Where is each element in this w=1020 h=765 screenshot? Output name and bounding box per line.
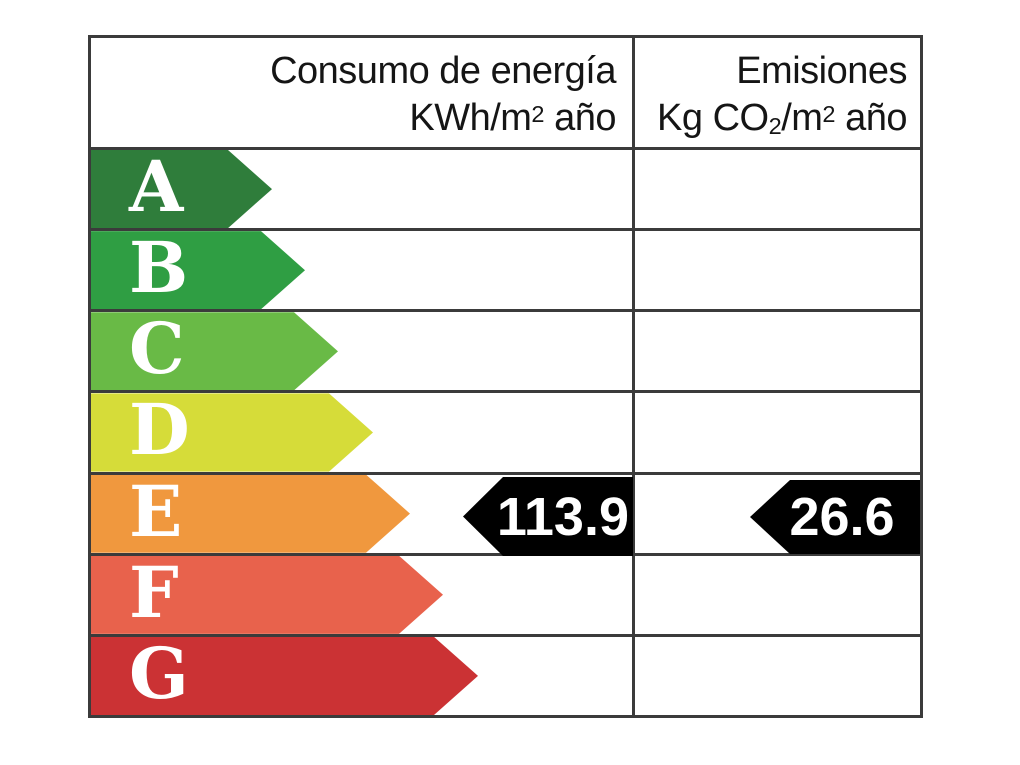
rating-row-e-emissions: [632, 471, 920, 553]
rating-letter-d: D: [129, 388, 190, 472]
rating-row-d-emissions: [632, 390, 920, 472]
consumption-header-unit: KWh/m2 año: [409, 97, 616, 139]
rating-arrow-e: E: [91, 475, 410, 553]
rating-letter-g: G: [129, 631, 189, 715]
rating-row-d-consumption: D: [91, 390, 632, 471]
rating-arrow-b: B: [91, 231, 305, 309]
rating-letter-a: A: [129, 145, 184, 229]
consumption-header-line1: Consumo de energía: [270, 50, 616, 92]
rating-row-b-consumption: B: [91, 228, 632, 309]
rating-row-c-emissions: [632, 309, 920, 391]
rating-row-a-emissions: [632, 147, 920, 229]
rating-letter-c: C: [129, 307, 185, 391]
emissions-header-line1: Emisiones: [736, 50, 907, 92]
consumption-value-marker: 113.9: [463, 477, 633, 556]
rating-row-g-emissions: [632, 633, 920, 715]
emissions-value: 26.6: [789, 487, 895, 547]
rating-row-b-emissions: [632, 228, 920, 310]
rating-letter-f: F: [129, 550, 179, 634]
rating-row-g-consumption: G: [91, 633, 632, 715]
subscript-2: 2: [768, 113, 782, 140]
emissions-value-marker: 26.6: [750, 480, 920, 554]
rating-row-a-consumption: A: [91, 147, 632, 228]
rating-arrow-c: C: [91, 312, 338, 390]
rating-letter-e: E: [129, 469, 183, 553]
rating-arrow-f: F: [91, 556, 443, 634]
rating-arrow-d: D: [91, 393, 373, 471]
consumption-column-header: Consumo de energía KWh/m2 año: [91, 38, 632, 147]
rating-table: Consumo de energía KWh/m2 año Emisiones …: [88, 35, 923, 718]
consumption-value: 113.9: [496, 486, 629, 547]
superscript-2: 2: [822, 101, 836, 128]
rating-row-f-emissions: [632, 552, 920, 634]
rating-row-f-consumption: F: [91, 552, 632, 634]
emissions-header-unit: Kg CO2/m2 año: [657, 97, 907, 140]
rating-row-e-consumption: E: [91, 471, 632, 553]
emissions-column-header: Emisiones Kg CO2/m2 año: [632, 38, 920, 147]
rating-row-c-consumption: C: [91, 309, 632, 390]
rating-letter-b: B: [129, 226, 189, 310]
superscript-2: 2: [531, 101, 545, 128]
rating-arrow-a: A: [91, 150, 272, 228]
rating-arrow-g: G: [91, 637, 478, 715]
